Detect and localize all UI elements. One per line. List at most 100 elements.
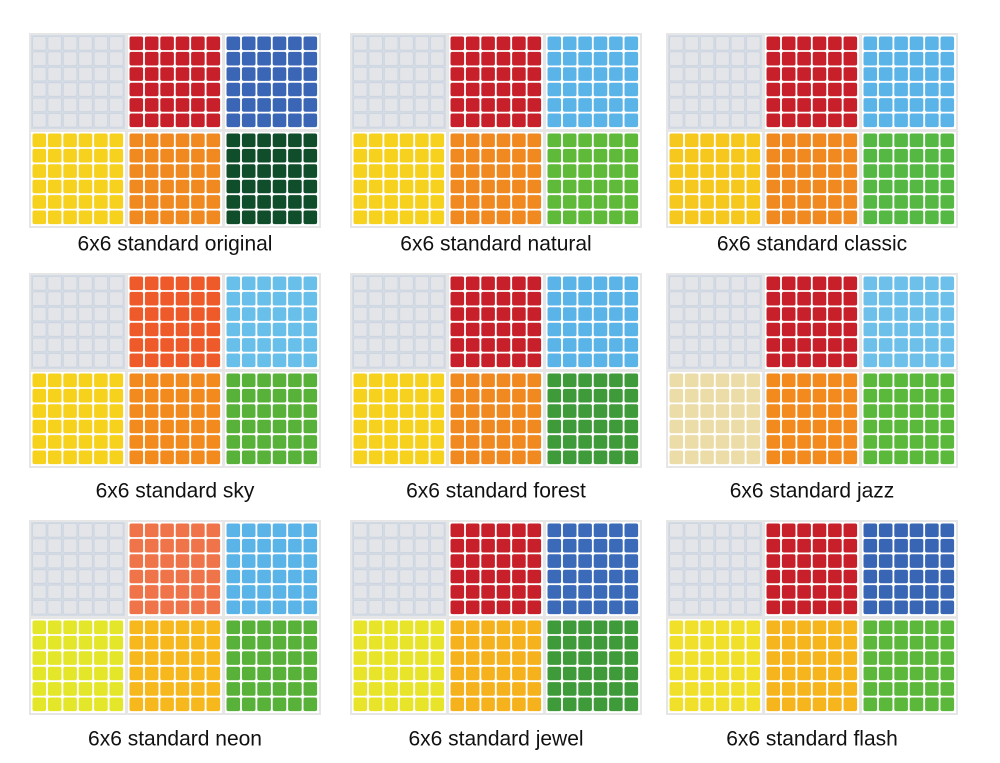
sticker xyxy=(527,36,542,51)
sticker xyxy=(894,554,908,568)
sticker xyxy=(496,388,511,403)
sticker xyxy=(828,179,842,194)
sticker xyxy=(272,585,287,599)
sticker xyxy=(206,388,221,403)
sticker xyxy=(47,620,62,635)
sticker xyxy=(353,584,368,600)
sticker xyxy=(62,600,78,615)
sticker xyxy=(547,569,562,584)
sticker xyxy=(109,635,124,650)
sticker xyxy=(384,388,398,403)
sticker xyxy=(257,51,271,66)
sticker xyxy=(399,322,414,337)
sticker xyxy=(863,450,878,465)
sticker xyxy=(766,635,781,650)
sticker xyxy=(32,82,47,97)
sticker xyxy=(562,697,577,712)
sticker xyxy=(399,133,414,148)
sticker xyxy=(715,388,730,403)
sticker xyxy=(684,635,699,650)
sticker xyxy=(797,600,811,615)
sticker xyxy=(175,450,190,465)
sticker xyxy=(578,338,592,352)
sticker xyxy=(699,584,715,600)
sticker xyxy=(368,51,383,66)
sticker xyxy=(368,651,383,665)
sticker xyxy=(684,419,699,434)
sticker xyxy=(746,404,761,418)
set-label: 6x6 standard jewel xyxy=(408,728,583,751)
sticker xyxy=(797,133,811,148)
sticker xyxy=(175,600,190,615)
sticker xyxy=(684,682,699,696)
sticker xyxy=(272,388,287,403)
sticker xyxy=(593,210,608,225)
sticker xyxy=(878,620,893,635)
sticker xyxy=(828,585,842,599)
sticker xyxy=(512,373,526,388)
sticker xyxy=(843,651,858,665)
sticker xyxy=(226,36,241,51)
sticker xyxy=(368,666,383,681)
sticker xyxy=(288,210,302,225)
sticker xyxy=(272,133,287,148)
sticker xyxy=(781,404,796,418)
sticker xyxy=(828,569,842,584)
sticker xyxy=(578,373,592,388)
sticker xyxy=(288,322,302,337)
sticker xyxy=(78,600,93,615)
sticker xyxy=(547,373,562,388)
sticker xyxy=(731,635,745,650)
sticker xyxy=(303,276,318,291)
sticker xyxy=(191,113,205,128)
sticker xyxy=(288,697,302,712)
sticker xyxy=(414,51,430,66)
sticker xyxy=(78,164,93,178)
sticker xyxy=(878,210,893,225)
sticker xyxy=(512,435,526,449)
sticker xyxy=(940,569,955,584)
sticker xyxy=(746,569,761,584)
sticker xyxy=(303,450,318,465)
sticker xyxy=(863,554,878,568)
sticker xyxy=(288,538,302,553)
sticker xyxy=(47,113,62,128)
sticker xyxy=(384,195,398,209)
sticker xyxy=(909,419,924,434)
sticker xyxy=(414,584,430,600)
sticker xyxy=(160,164,174,178)
sticker xyxy=(32,651,47,665)
face-background xyxy=(765,275,859,369)
sticker xyxy=(288,620,302,635)
sticker xyxy=(547,276,562,291)
sticker xyxy=(226,51,241,66)
sticker xyxy=(191,620,205,635)
sticker xyxy=(288,113,302,128)
sticker xyxy=(746,322,761,337)
face xyxy=(546,35,640,129)
sticker xyxy=(160,554,174,568)
sticker xyxy=(430,635,445,650)
sticker xyxy=(481,404,495,418)
sticker xyxy=(62,113,78,128)
sticker xyxy=(766,353,781,368)
sticker xyxy=(144,322,159,337)
sticker xyxy=(481,666,495,681)
sticker xyxy=(699,538,715,553)
sticker xyxy=(562,195,577,209)
sticker xyxy=(303,682,318,696)
sticker xyxy=(684,291,699,306)
sticker xyxy=(465,353,480,368)
sticker xyxy=(863,113,878,128)
face-background xyxy=(225,619,319,713)
sticker xyxy=(353,419,368,434)
sticker xyxy=(512,179,526,194)
sticker xyxy=(353,353,368,368)
sticker xyxy=(797,388,811,403)
sticker xyxy=(925,523,939,538)
sticker xyxy=(843,538,858,553)
sticker xyxy=(562,179,577,194)
sticker xyxy=(383,600,399,615)
sticker xyxy=(368,148,383,163)
sticker xyxy=(272,67,287,81)
